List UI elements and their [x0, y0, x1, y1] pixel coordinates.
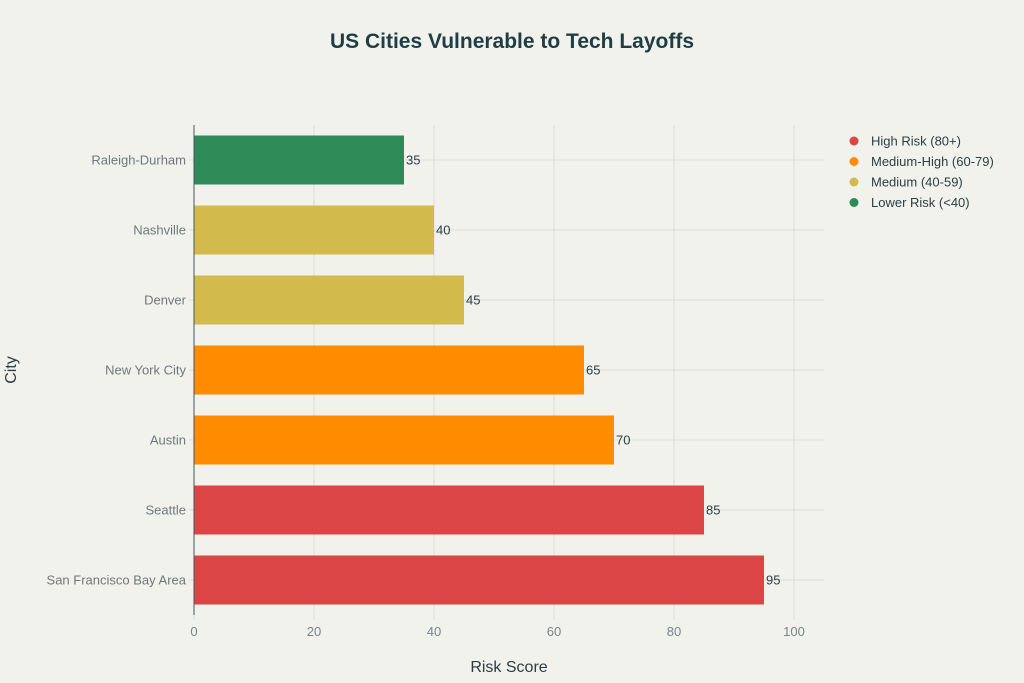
x-tick-label: 20	[307, 624, 321, 639]
bars	[194, 135, 764, 605]
x-tick-label: 100	[783, 624, 805, 639]
data-label: 95	[766, 573, 780, 588]
bar-nashville	[194, 205, 434, 255]
y-tick-label: Denver	[144, 293, 187, 308]
y-tick-label: Raleigh-Durham	[91, 153, 186, 168]
bar-san-francisco-bay-area	[194, 555, 764, 605]
data-label: 40	[436, 223, 450, 238]
data-labels: 35 40 45 65 70 85 95	[406, 153, 780, 588]
data-label: 35	[406, 153, 420, 168]
legend-item[interactable]: High Risk (80+)	[849, 134, 961, 149]
legend-item[interactable]: Lower Risk (<40)	[849, 195, 970, 210]
x-tick-label: 0	[190, 624, 197, 639]
bar-seattle	[194, 485, 704, 535]
bar-new-york-city	[194, 345, 584, 395]
legend-label: Medium (40-59)	[871, 175, 963, 190]
data-label: 85	[706, 503, 720, 518]
y-tick-label: Nashville	[133, 223, 186, 238]
chart-title: US Cities Vulnerable to Tech Layoffs	[329, 30, 695, 53]
y-tick-labels: Raleigh-Durham Nashville Denver New York Ci…	[47, 153, 187, 588]
legend-marker-icon	[849, 136, 859, 146]
bar-denver	[194, 275, 464, 325]
bar-raleigh-durham	[194, 135, 404, 185]
legend-label: Lower Risk (<40)	[871, 195, 970, 210]
y-tick-label: New York City	[105, 363, 186, 378]
legend-label: High Risk (80+)	[871, 134, 961, 149]
legend: High Risk (80+) Medium-High (60-79) Medium…	[849, 134, 994, 210]
x-tick-label: 80	[667, 624, 681, 639]
legend-item[interactable]: Medium (40-59)	[849, 175, 963, 190]
legend-marker-icon	[849, 177, 859, 187]
x-tick-labels: 0 20 40 60 80 100	[190, 624, 804, 639]
legend-label: Medium-High (60-79)	[871, 154, 994, 169]
bar-austin	[194, 415, 614, 465]
data-label: 65	[586, 363, 600, 378]
legend-marker-icon	[849, 198, 859, 207]
y-tick-label: San Francisco Bay Area	[47, 573, 187, 588]
data-label: 70	[616, 433, 630, 448]
x-tick-label: 40	[427, 624, 441, 639]
y-tick-label: Austin	[150, 433, 186, 448]
x-tick-label: 60	[547, 624, 561, 639]
legend-marker-icon	[849, 157, 859, 166]
y-axis-title: City	[3, 356, 20, 384]
data-label: 45	[466, 293, 480, 308]
legend-item[interactable]: Medium-High (60-79)	[849, 154, 994, 169]
y-tick-label: Seattle	[146, 503, 186, 518]
x-axis-title: Risk Score	[470, 659, 547, 676]
